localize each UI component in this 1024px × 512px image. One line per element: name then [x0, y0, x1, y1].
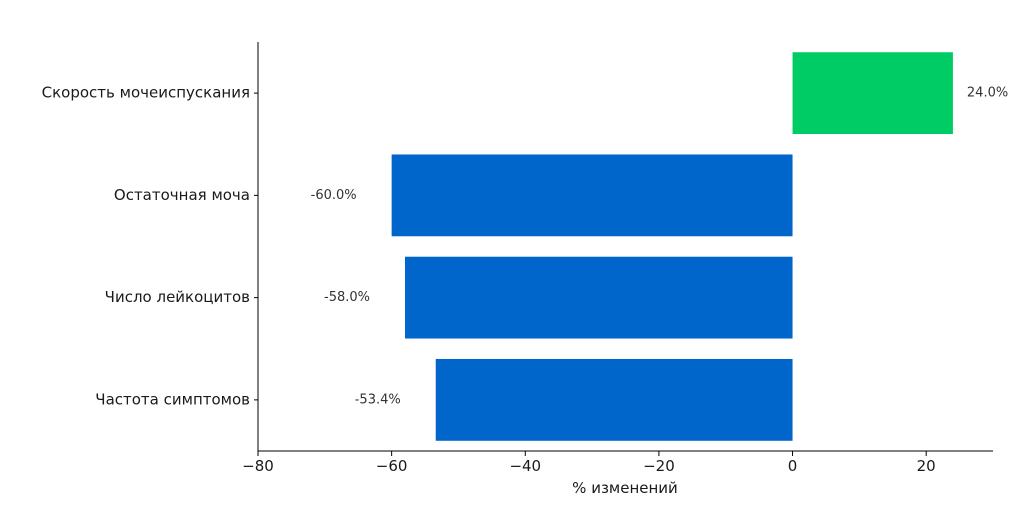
- value-label: -53.4%: [355, 392, 401, 407]
- bar-1: [792, 52, 953, 135]
- x-tick-label: −80: [242, 457, 274, 475]
- category-label: Частота симптомов: [95, 390, 250, 408]
- category-label: Остаточная моча: [114, 186, 250, 204]
- x-axis-title: % изменений: [572, 479, 678, 497]
- ticks-layer: −80 −60 −40 −20 0 20: [242, 92, 936, 475]
- category-label: Число лейкоцитов: [105, 288, 250, 306]
- category-label: Скорость мочеиспускания: [42, 84, 250, 102]
- bar-4: [435, 358, 793, 441]
- x-tick-label: −40: [509, 457, 541, 475]
- value-label: -58.0%: [324, 290, 370, 305]
- value-label: -60.0%: [311, 188, 357, 203]
- bar-2: [391, 154, 793, 237]
- labels-layer: Скорость мочеиспускания 24.0% Остаточная м…: [42, 84, 1009, 409]
- value-label: 24.0%: [967, 86, 1008, 101]
- bar-3: [405, 256, 793, 339]
- x-tick-label: −60: [376, 457, 408, 475]
- x-tick-label: 20: [917, 457, 936, 475]
- bars-layer: [391, 52, 953, 441]
- x-tick-label: −20: [643, 457, 675, 475]
- x-tick-label: 0: [788, 457, 798, 475]
